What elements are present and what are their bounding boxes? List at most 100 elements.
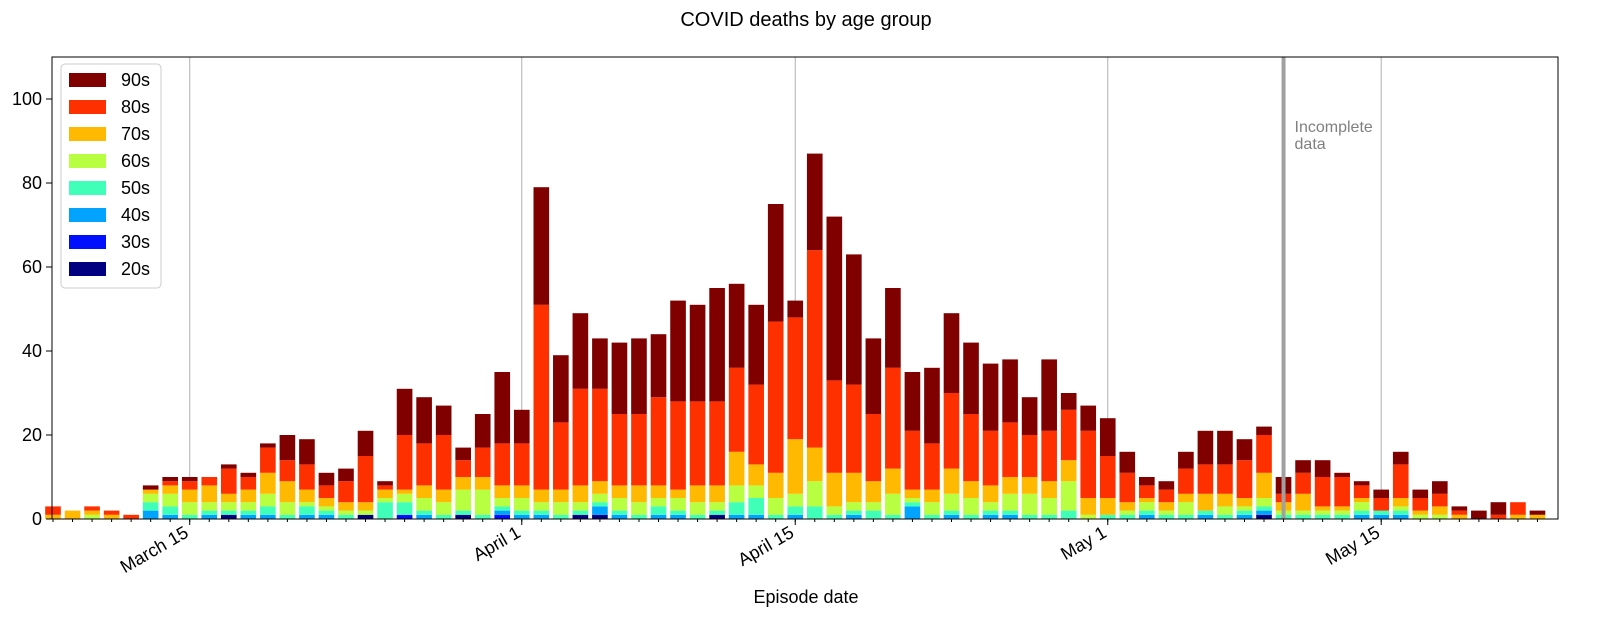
bar-segment-60s: [611, 498, 628, 511]
bar-segment-70s: [1451, 514, 1468, 519]
bar-segment-90s: [1314, 460, 1331, 477]
bar-segment-90s: [377, 481, 393, 486]
bar-segment-80s: [767, 321, 784, 473]
bar-segment-60s: [1392, 506, 1409, 511]
bar-segment-40s: [1392, 514, 1409, 519]
y-tick-label: 20: [22, 425, 42, 445]
bar-segment-70s: [220, 493, 237, 503]
bar-segment-80s: [592, 388, 608, 482]
bar-segment-60s: [943, 493, 960, 511]
legend: 90s 80s 70s 60s 50s 40s 30s 20s: [60, 63, 162, 289]
bar-segment-60s: [963, 498, 979, 515]
bar-segment-50s: [1002, 510, 1018, 515]
y-tick-label: 60: [22, 257, 42, 277]
bar-segment-70s: [240, 489, 257, 503]
bar-segment-20s: [455, 514, 471, 519]
legend-label-70s: 70s: [121, 124, 150, 144]
bar-segment-60s: [1041, 498, 1057, 515]
bar-segment-80s: [1197, 464, 1214, 494]
bar-segment-50s: [377, 502, 393, 519]
bar-segment-90s: [162, 477, 179, 482]
y-tick-label: 100: [12, 89, 42, 109]
bar-segment-50s: [201, 510, 218, 515]
bar-segment-60s: [299, 502, 315, 507]
bar-segment-40s: [846, 514, 862, 519]
bar-segment-60s: [1021, 493, 1038, 515]
bar-segment-60s: [357, 510, 374, 515]
bar-segment-20s: [357, 514, 374, 519]
bar-segment-90s: [142, 485, 159, 490]
legend-swatch-30s: [69, 235, 106, 249]
bar-segment-90s: [982, 363, 999, 431]
bar-segment-20s: [592, 514, 608, 519]
bar-segment-90s: [924, 367, 940, 444]
bar-segment-50s: [963, 514, 979, 519]
bar-segment-90s: [455, 447, 471, 461]
bar-segment-60s: [201, 502, 218, 511]
bar-segment-80s: [474, 447, 491, 477]
bar-segment-90s: [865, 338, 882, 414]
bar-segment-60s: [572, 502, 589, 511]
bar-segment-60s: [1178, 502, 1194, 515]
bar-segment-70s: [201, 485, 218, 503]
bar-segment-70s: [1334, 506, 1350, 511]
bar-segment-50s: [1353, 510, 1370, 515]
bar-segment-40s: [1256, 510, 1272, 515]
chart-title: COVID deaths by age group: [680, 9, 931, 31]
bar-segment-70s: [279, 481, 296, 503]
bar-segment-60s: [396, 493, 413, 503]
bar-segment-50s: [533, 510, 550, 515]
bar-segment-90s: [553, 355, 569, 423]
bar-segment-60s: [885, 493, 901, 515]
legend-label-20s: 20s: [121, 259, 150, 279]
bar-segment-50s: [1217, 514, 1233, 519]
bar-segment-70s: [1295, 493, 1311, 511]
bar-segment-90s: [513, 409, 530, 444]
bar-segment-80s: [377, 485, 393, 490]
bar-segment-80s: [533, 304, 550, 490]
bar-segment-20s: [709, 514, 725, 519]
bar-segment-70s: [84, 510, 100, 515]
bar-segment-60s: [1139, 502, 1155, 511]
bar-segment-50s: [1373, 510, 1390, 515]
bar-segment-60s: [1431, 514, 1448, 519]
bar-segment-80s: [1373, 498, 1390, 511]
bar-segment-60s: [338, 510, 354, 515]
bar-segment-50s: [1295, 514, 1311, 519]
bar-segment-50s: [1119, 514, 1136, 519]
bar-segment-70s: [982, 485, 999, 503]
bar-segment-90s: [220, 464, 237, 469]
bar-segment-90s: [318, 472, 335, 486]
bar-segment-80s: [689, 401, 706, 486]
bar-segment-60s: [787, 493, 804, 507]
bar-segment-50s: [806, 506, 823, 519]
bar-segment-70s: [631, 485, 647, 503]
bar-segment-80s: [494, 443, 511, 486]
bar-segment-80s: [806, 250, 823, 448]
bar-segment-50s: [1392, 510, 1409, 515]
bar-segment-70s: [396, 489, 413, 494]
bar-segment-40s: [943, 514, 960, 519]
bar-segment-70s: [1021, 477, 1038, 494]
bar-segment-60s: [904, 498, 921, 503]
bar-segment-60s: [1256, 498, 1272, 507]
bar-segment-80s: [1178, 468, 1194, 494]
bar-segment-80s: [787, 317, 804, 440]
bar-segment-80s: [318, 485, 335, 498]
bar-segment-70s: [357, 502, 374, 511]
bar-segment-80s: [826, 380, 843, 473]
bar-segment-50s: [943, 510, 960, 515]
bar-segment-70s: [1392, 498, 1409, 507]
bar-segment-90s: [728, 283, 745, 368]
bar-segment-60s: [279, 502, 296, 515]
plot-frame: [51, 56, 1559, 520]
bar-segment-70s: [1256, 472, 1272, 498]
bar-segment-80s: [181, 481, 198, 490]
bar-segment-50s: [435, 514, 452, 519]
bar-segment-60s: [982, 502, 999, 511]
bar-segment-80s: [963, 414, 979, 482]
bar-segment-70s: [650, 485, 667, 498]
bar-segment-40s: [787, 514, 804, 519]
bar-segment-80s: [924, 443, 940, 490]
bar-segment-60s: [1334, 510, 1350, 515]
